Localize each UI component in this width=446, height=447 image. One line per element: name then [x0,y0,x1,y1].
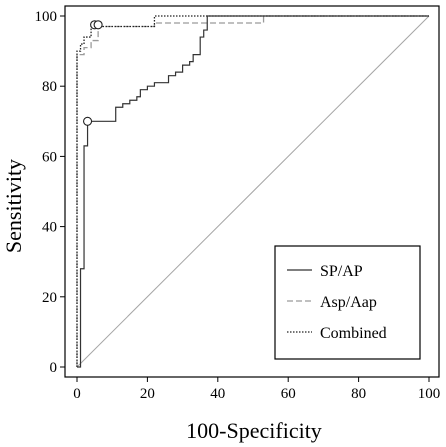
legend-label-asp-aap: Asp/Aap [320,294,377,311]
x-tick-label: 100 [418,386,441,402]
series-line-combined [76,15,429,367]
optimal-point-sp-ap [83,116,93,126]
y-tick-label: 60 [42,149,57,165]
x-tick-label: 40 [210,386,225,402]
series-layer [76,15,429,368]
reference-layer [76,15,430,368]
x-axis-title: 100-Specificity [186,418,322,443]
optimal-point-combined [93,20,103,30]
legend-label-combined: Combined [320,325,387,342]
axes: 0 20 40 60 80 100 0 20 40 60 80 100 [35,9,441,402]
y-tick-label: 80 [42,79,57,95]
y-axis-title: Sensitivity [1,159,26,253]
x-tick-label: 80 [351,386,366,402]
legend-label-sp-ap: SP/AP [320,263,363,280]
y-tick-label: 100 [35,9,58,25]
series-line-asp-aap [76,15,429,367]
x-tick-label: 0 [73,386,81,402]
y-tick-label: 40 [42,220,57,236]
y-tick-label: 20 [42,290,57,306]
x-tick-label: 60 [281,386,296,402]
x-tick-label: 20 [140,386,155,402]
plot-frame [64,5,440,378]
legend: SP/AP Asp/Aap Combined [274,245,421,360]
y-tick-label: 0 [50,360,58,376]
legend-box [274,245,421,360]
reference-diagonal [76,15,430,368]
series-line-sp-ap [77,15,429,368]
optimal-point-markers [83,20,103,126]
